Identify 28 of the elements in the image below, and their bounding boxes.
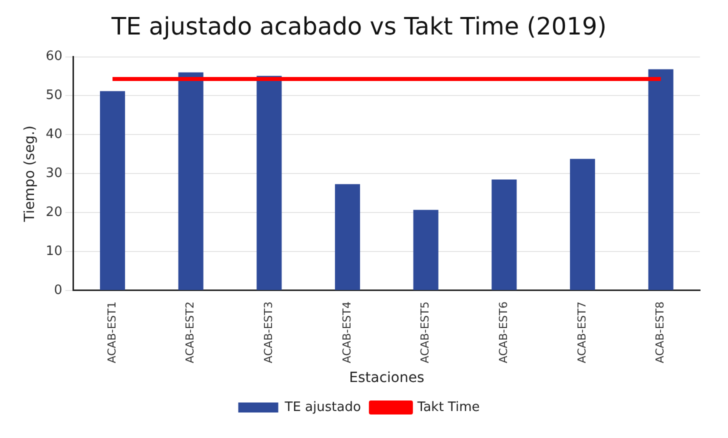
y-tick-label: 60 <box>46 49 62 64</box>
legend-label: TE ajustado <box>284 400 361 415</box>
chart-title: TE ajustado acabado vs Takt Time (2019) <box>110 12 607 41</box>
bar <box>256 76 282 290</box>
x-tick-label: ACAB-EST1 <box>105 301 118 364</box>
y-tick-label: 0 <box>54 282 62 298</box>
y-tick-label: 10 <box>46 244 62 259</box>
x-tick-label: ACAB-EST5 <box>418 301 432 364</box>
x-tick-label: ACAB-EST3 <box>262 301 276 364</box>
bar <box>413 210 438 290</box>
bar <box>570 158 596 290</box>
bar <box>100 91 126 290</box>
bar <box>648 69 674 290</box>
bar <box>178 72 204 290</box>
x-axis-title: Estaciones <box>349 370 424 386</box>
x-tick-label: ACAB-EST8 <box>654 301 667 364</box>
x-tick-label: ACAB-EST2 <box>184 301 197 364</box>
y-tick-label: 50 <box>46 88 62 104</box>
x-tick-label: ACAB-EST6 <box>497 301 510 364</box>
x-tick-label: ACAB-EST4 <box>340 301 354 364</box>
y-axis-title: Tiempo (seg.) <box>22 125 38 223</box>
bar <box>334 184 360 290</box>
legend-label: Takt Time <box>416 400 480 415</box>
y-tick-label: 40 <box>46 127 62 142</box>
bar <box>492 179 517 290</box>
x-tick-label: ACAB-EST7 <box>575 301 588 364</box>
y-tick-label: 30 <box>46 166 62 182</box>
y-tick-label: 20 <box>46 204 62 220</box>
